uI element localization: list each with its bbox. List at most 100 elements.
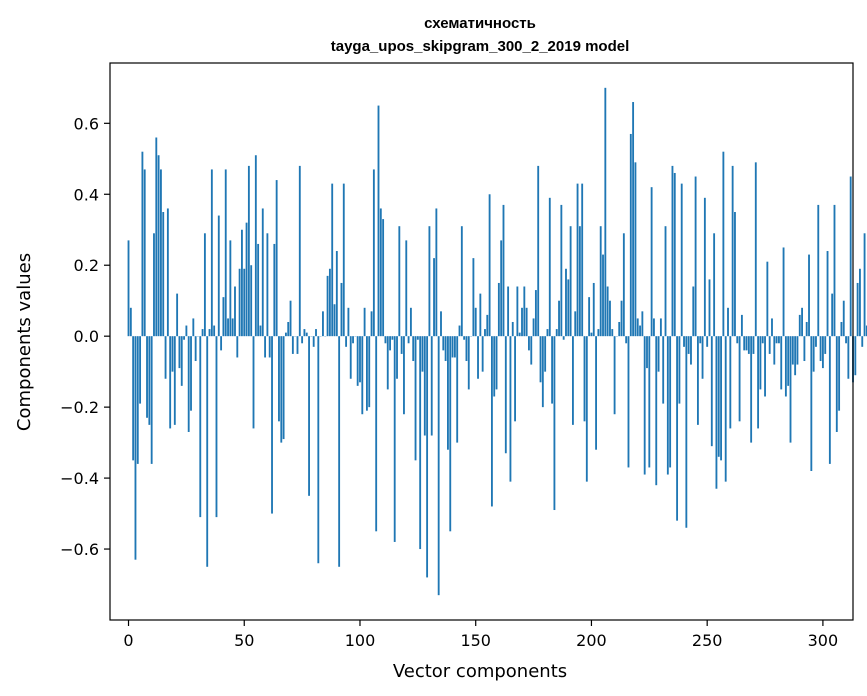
bar-266	[743, 336, 746, 351]
bar-212	[618, 321, 621, 337]
bar-205	[602, 254, 604, 337]
bar-307	[838, 336, 841, 411]
bar-207	[606, 286, 609, 337]
bar-217	[629, 133, 632, 337]
bar-144	[460, 226, 463, 337]
bar-243	[690, 336, 692, 365]
bar-185	[555, 329, 558, 337]
bar-99	[356, 336, 359, 386]
bar-102	[363, 307, 366, 337]
bar-70	[289, 300, 292, 337]
bar-118	[400, 336, 403, 354]
bar-319	[865, 325, 867, 337]
bar-312	[849, 176, 852, 337]
bar-213	[620, 300, 623, 337]
bar-292	[803, 336, 806, 362]
bar-186	[558, 300, 560, 337]
bar-67	[282, 336, 285, 440]
bar-56	[257, 243, 260, 337]
bar-300	[821, 336, 824, 369]
bar-302	[826, 251, 829, 337]
bar-26	[187, 336, 190, 432]
bar-94	[345, 336, 348, 347]
bar-219	[634, 162, 637, 337]
bar-183	[551, 336, 554, 404]
bar-146	[465, 336, 468, 362]
bar-130	[428, 226, 431, 337]
bar-27	[190, 336, 192, 411]
bar-153	[481, 336, 484, 372]
bar-6	[141, 151, 144, 337]
bar-208	[609, 300, 611, 337]
bar-244	[692, 286, 695, 337]
bar-233	[666, 336, 669, 475]
bar-121	[407, 336, 410, 344]
bar-221	[639, 325, 641, 337]
bar-204	[599, 226, 602, 337]
bar-177	[537, 165, 540, 337]
x-tick-label-250: 250	[692, 631, 723, 650]
bar-245	[694, 176, 697, 337]
bar-289	[796, 336, 799, 365]
bar-128	[423, 336, 426, 436]
bar-155	[486, 314, 489, 337]
bar-29	[194, 336, 197, 362]
bar-272	[757, 336, 760, 429]
bar-36	[210, 169, 213, 337]
bar-75	[301, 336, 304, 344]
bar-47	[236, 336, 239, 358]
bar-64	[275, 180, 278, 337]
bar-238	[678, 336, 681, 404]
bar-20	[173, 336, 176, 425]
bar-249	[703, 197, 706, 337]
bar-252	[710, 336, 713, 447]
bar-263	[736, 336, 739, 344]
bar-61	[268, 336, 271, 358]
bar-5	[139, 336, 142, 404]
bar-156	[488, 194, 491, 337]
bar-162	[502, 204, 505, 337]
bar-133	[435, 208, 438, 337]
chart-subtitle: tayga_upos_skipgram_300_2_2019 model	[331, 38, 630, 55]
bar-296	[812, 336, 815, 372]
bar-192	[572, 336, 574, 425]
bar-88	[331, 183, 334, 337]
bar-23	[180, 336, 183, 386]
bar-234	[669, 336, 672, 468]
bar-254	[715, 336, 718, 489]
bar-52	[247, 165, 250, 337]
bar-168	[516, 286, 519, 337]
bar-31	[199, 336, 202, 518]
bar-58	[261, 208, 264, 337]
bar-60	[266, 233, 269, 337]
bar-240	[683, 336, 685, 347]
bar-59	[264, 336, 267, 358]
bar-214	[622, 233, 625, 337]
bar-231	[662, 336, 665, 404]
bar-152	[479, 293, 482, 337]
bar-69	[287, 321, 290, 337]
bar-198	[585, 336, 588, 482]
bar-184	[553, 336, 556, 511]
bar-246	[696, 336, 699, 425]
y-tick-label-5: 0.4	[74, 185, 99, 204]
bar-51	[245, 222, 248, 337]
bar-264	[738, 336, 741, 422]
bar-9	[148, 336, 151, 425]
bar-304	[831, 293, 834, 337]
bar-54	[252, 336, 255, 429]
bar-226	[650, 187, 653, 337]
bar-194	[576, 183, 579, 337]
bar-268	[747, 336, 750, 354]
bar-297	[815, 336, 817, 347]
bar-80	[312, 336, 315, 347]
bar-140	[451, 336, 454, 358]
bar-291	[801, 307, 803, 337]
bar-115	[393, 336, 396, 542]
bar-116	[396, 336, 398, 379]
bar-282	[780, 336, 783, 390]
bar-171	[523, 286, 526, 337]
bar-114	[391, 336, 394, 340]
bar-284	[784, 336, 787, 397]
bar-317	[861, 336, 864, 347]
